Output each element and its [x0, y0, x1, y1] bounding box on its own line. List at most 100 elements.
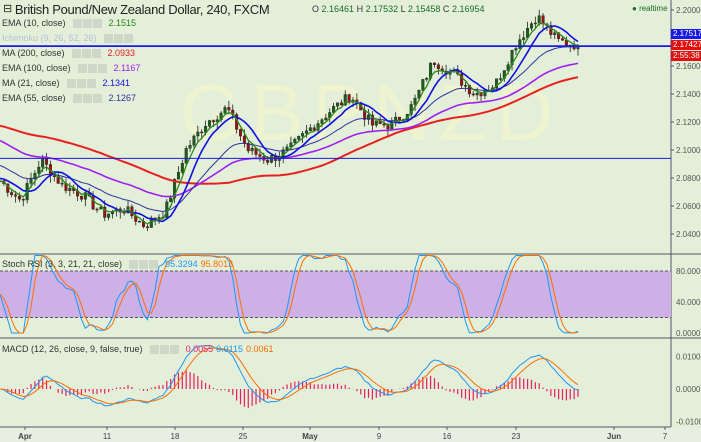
- candle-body: [421, 79, 425, 91]
- candle-body: [33, 173, 37, 180]
- candle-body: [211, 120, 215, 123]
- visibility-icon[interactable]: [71, 49, 81, 58]
- candle-body: [242, 135, 246, 144]
- price-tick-label: 2.20000: [676, 6, 701, 15]
- stoch-band: [0, 271, 671, 318]
- ohlc-readout: O 2.16461 H 2.17532 L 2.15458 C 2.16954: [312, 4, 485, 14]
- settings-icon[interactable]: [113, 34, 123, 43]
- chart-title[interactable]: ⊟ British Pound/New Zealand Dollar, 240, …: [3, 2, 270, 17]
- candle-body: [506, 64, 510, 71]
- time-tick-label: 16: [443, 432, 452, 441]
- candle-body: [184, 148, 188, 164]
- visibility-icon[interactable]: [72, 94, 82, 103]
- indicator-legend[interactable]: EMA (55, close) 2.1267: [2, 93, 137, 103]
- settings-icon[interactable]: [81, 49, 91, 58]
- candle-body: [382, 123, 386, 126]
- macd-line: [0, 344, 579, 407]
- candle-body: [533, 22, 537, 25]
- candle-body: [293, 139, 297, 143]
- time-tick-label: May: [302, 432, 318, 441]
- candle-body: [29, 178, 33, 184]
- candle-body: [560, 38, 564, 41]
- ma21-line: [0, 25, 579, 223]
- settings-icon[interactable]: [82, 19, 92, 28]
- visibility-icon[interactable]: [72, 19, 82, 28]
- price-tick-label: 2.04000: [676, 230, 701, 239]
- candle-body: [370, 114, 374, 126]
- candle-body: [14, 194, 18, 197]
- macd-legend[interactable]: MACD (12, 26, close, 9, false, true) 0.00…: [2, 344, 274, 354]
- candle-body: [173, 178, 177, 199]
- candle-body: [103, 206, 107, 218]
- candle-body: [227, 107, 231, 111]
- candle-body: [200, 131, 204, 134]
- indicator-legend[interactable]: Ichimoku (9, 26, 52, 26): [2, 33, 140, 44]
- macd-tick-label: 0.0000: [676, 385, 701, 394]
- candle-body: [17, 195, 21, 200]
- indicator-legend[interactable]: MA (21, close) 2.1341: [2, 78, 131, 88]
- candle-body: [553, 32, 557, 35]
- candle-body: [471, 93, 475, 96]
- candle-body: [215, 119, 219, 123]
- candle-body: [95, 208, 99, 211]
- visibility-icon[interactable]: [103, 34, 113, 43]
- stoch-tick-label: 0.0000: [676, 329, 701, 338]
- candle-body: [347, 94, 351, 103]
- realtime-badge: ● realtime: [632, 4, 668, 13]
- candle-body: [223, 107, 227, 114]
- visibility-icon[interactable]: [66, 79, 76, 88]
- settings-icon[interactable]: [82, 94, 92, 103]
- stoch-legend[interactable]: Stoch RSI (3, 3, 21, 21, close) 95.3294 95…: [2, 259, 234, 269]
- candle-body: [107, 213, 111, 218]
- close-icon[interactable]: [97, 64, 107, 73]
- candle-body: [308, 127, 312, 131]
- candle-body: [68, 187, 72, 191]
- candle-body: [145, 226, 149, 228]
- candle-body: [367, 114, 371, 120]
- macd-signal-line: [0, 347, 579, 405]
- price-tag-blue: 2.17517: [671, 29, 701, 39]
- macd-tick-label: -0.0100: [676, 418, 701, 427]
- close-icon[interactable]: [91, 49, 101, 58]
- close-icon[interactable]: [86, 79, 96, 88]
- collapse-icon[interactable]: ⊟: [3, 3, 12, 15]
- candle-body: [514, 48, 518, 51]
- candle-body: [495, 78, 499, 88]
- close-icon[interactable]: [123, 34, 133, 43]
- candle-body: [297, 135, 301, 140]
- stoch-tick-label: 80.0000: [676, 267, 701, 276]
- candle-body: [169, 197, 173, 203]
- candle-body: [432, 62, 436, 65]
- stoch-k-line: [0, 255, 579, 334]
- time-tick-label: 18: [171, 432, 180, 441]
- candle-body: [343, 94, 347, 106]
- time-tick-label: 11: [103, 432, 112, 441]
- candle-body: [266, 160, 270, 163]
- price-tick-label: 2.06000: [676, 202, 701, 211]
- candle-body: [498, 78, 502, 80]
- candle-body: [289, 142, 293, 148]
- indicator-legend[interactable]: EMA (100, close) 2.1167: [2, 63, 141, 73]
- close-icon[interactable]: [92, 94, 102, 103]
- candle-body: [398, 116, 402, 121]
- indicator-legend[interactable]: MA (200, close) 2.0933: [2, 48, 136, 58]
- ema10-line: [0, 22, 579, 225]
- candle-body: [529, 23, 533, 29]
- time-tick-label: 9: [377, 432, 382, 441]
- candle-body: [180, 163, 184, 173]
- settings-icon[interactable]: [76, 79, 86, 88]
- ma200-line: [0, 76, 579, 185]
- candle-body: [285, 146, 289, 150]
- price-tag-red: 2.17427: [671, 40, 701, 50]
- indicator-legend[interactable]: EMA (10, close) 2.1515: [2, 18, 137, 28]
- settings-icon[interactable]: [87, 64, 97, 73]
- candle-body: [564, 40, 568, 46]
- candle-body: [99, 206, 103, 210]
- visibility-icon[interactable]: [77, 64, 87, 73]
- stoch-d-line: [0, 254, 579, 334]
- macd-tick-label: 0.0100: [676, 353, 701, 362]
- close-icon[interactable]: [92, 19, 102, 28]
- candle-body: [413, 97, 417, 105]
- price-tick-label: 2.14000: [676, 90, 701, 99]
